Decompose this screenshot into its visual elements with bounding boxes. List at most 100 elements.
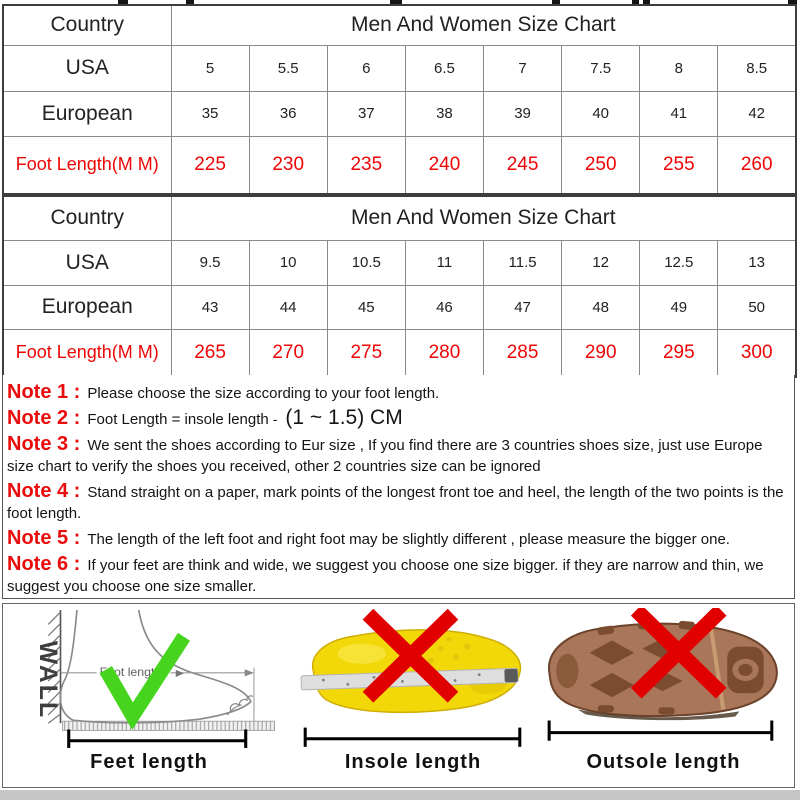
size-value-cell: 235: [326, 135, 406, 195]
size-table-row: USA 9.5 10 10.5 11 11.5 12 12.5 13: [2, 239, 797, 286]
note-text: We sent the shoes according to Eur size …: [7, 437, 763, 475]
size-value-cell: 10: [248, 239, 328, 286]
note-label: Note 2 :: [7, 407, 81, 429]
size-value-cell: 45: [326, 284, 406, 330]
insole-length-caption: Insole length: [344, 751, 482, 773]
size-value-cell: 8: [639, 44, 719, 92]
country-header-cell: Country: [2, 195, 172, 241]
size-value-cell: 12: [561, 239, 641, 286]
note-label: Note 4 :: [7, 480, 81, 502]
size-value-cell: 260: [717, 135, 797, 195]
wall-label: WALL: [34, 641, 61, 719]
size-table-row: Foot Length(M M) 225 230 235 240 245 250 255 260: [2, 135, 797, 195]
bottom-gray-band: [0, 790, 800, 800]
size-chart-table-2: Country Men And Women Size Chart USA 9.5 10 1…: [2, 195, 797, 378]
size-value-cell: 42: [717, 90, 797, 137]
size-value-cell: 225: [170, 135, 250, 195]
note-label: Note 6 :: [7, 553, 81, 575]
size-value-cell: 6: [326, 44, 406, 92]
size-value-cell: 280: [404, 328, 485, 378]
size-value-cell: 12.5: [639, 239, 719, 286]
size-value-cell: 5.5: [248, 44, 328, 92]
cross-icon: [630, 608, 727, 699]
note-text: Please choose the size according to your…: [87, 385, 440, 402]
foot-measure-illustration: WALL Foot length: [34, 609, 275, 748]
size-value-cell: 230: [248, 135, 328, 195]
size-value-cell: 48: [561, 284, 641, 330]
note-item-1: Note 1 : Please choose the size according…: [7, 380, 792, 404]
row-label-cell: European: [2, 284, 172, 330]
size-value-cell: 295: [639, 328, 719, 378]
size-table-row: European 43 44 45 46 47 48 49 50: [2, 284, 797, 330]
table-title-cell: Men And Women Size Chart: [170, 195, 797, 241]
size-chart-tables: Country Men And Women Size Chart USA 5 5.5 6 6…: [2, 4, 797, 378]
row-label-cell: USA: [2, 44, 172, 92]
note-label: Note 3 :: [7, 433, 81, 455]
size-value-cell: 8.5: [717, 44, 797, 92]
size-value-cell: 41: [639, 90, 719, 137]
size-value-cell: 245: [482, 135, 563, 195]
size-value-cell: 290: [561, 328, 641, 378]
size-value-cell: 240: [404, 135, 485, 195]
size-value-cell: 275: [326, 328, 406, 378]
note-item-5: Note 5 : The length of the left foot and …: [7, 526, 792, 550]
size-value-cell: 37: [326, 90, 406, 137]
insole-length-diagram: Insole length: [289, 608, 537, 774]
size-value-cell: 10.5: [326, 239, 406, 286]
size-value-cell: 7.5: [561, 44, 641, 92]
outsole-length-caption: Outsole length: [586, 751, 741, 773]
size-value-cell: 255: [639, 135, 719, 195]
note-item-3: Note 3 : We sent the shoes according to E…: [7, 432, 792, 477]
feet-length-caption: Feet length: [90, 751, 208, 773]
size-value-cell: 285: [482, 328, 563, 378]
note-item-6: Note 6 : If your feet are think and wide,…: [7, 552, 792, 597]
measuring-tape: [300, 667, 519, 691]
feet-length-measure-line: [67, 729, 248, 748]
size-value-cell: 6.5: [404, 44, 485, 92]
note-highlight-text: (1 ~ 1.5) CM: [285, 406, 403, 429]
size-table-row: Foot Length(M M) 265 270 275 280 285 290 295 300: [2, 328, 797, 378]
outsole-length-diagram: Outsole length: [537, 608, 790, 774]
size-value-cell: 40: [561, 90, 641, 137]
outsole-illustration: [547, 608, 778, 741]
size-value-cell: 7: [482, 44, 563, 92]
size-value-cell: 36: [248, 90, 328, 137]
note-item-4: Note 4 : Stand straight on a paper, mark …: [7, 479, 792, 524]
insole-illustration: [300, 608, 522, 747]
feet-length-diagram: WALL Foot length: [9, 608, 289, 774]
row-label-cell: USA: [2, 239, 172, 286]
size-value-cell: 43: [170, 284, 250, 330]
size-value-cell: 50: [717, 284, 797, 330]
note-item-2: Note 2 : Foot Length = insole length - (1 ~…: [7, 406, 792, 430]
size-value-cell: 38: [404, 90, 485, 137]
note-label: Note 1 :: [7, 381, 81, 403]
note-text: If your feet are think and wide, we sugg…: [7, 557, 764, 595]
table-title-cell: Men And Women Size Chart: [170, 4, 797, 46]
insole-length-measure-line: [303, 727, 522, 747]
size-value-cell: 35: [170, 90, 250, 137]
small-arrow-icon: [175, 669, 184, 677]
size-value-cell: 265: [170, 328, 250, 378]
size-table-row: European 35 36 37 38 39 40 41 42: [2, 90, 797, 137]
size-value-cell: 250: [561, 135, 641, 195]
size-value-cell: 300: [717, 328, 797, 378]
size-table-row: USA 5 5.5 6 6.5 7 7.5 8 8.5: [2, 44, 797, 92]
size-value-cell: 13: [717, 239, 797, 286]
size-chart-table-1: Country Men And Women Size Chart USA 5 5.5 6 6…: [2, 4, 797, 195]
check-mark-icon: [99, 632, 191, 730]
country-header-cell: Country: [2, 4, 172, 46]
size-value-cell: 46: [404, 284, 485, 330]
row-label-cell: European: [2, 90, 172, 137]
notes-section: Note 1 : Please choose the size according…: [2, 375, 795, 599]
note-text: Foot Length = insole length: [87, 411, 269, 428]
size-value-cell: 39: [482, 90, 563, 137]
size-value-cell: 11: [404, 239, 485, 286]
row-label-cell: Foot Length(M M): [2, 328, 172, 378]
outsole-length-measure-line: [547, 720, 774, 741]
size-value-cell: 47: [482, 284, 563, 330]
size-value-cell: 9.5: [170, 239, 250, 286]
size-value-cell: 11.5: [482, 239, 563, 286]
measurement-diagrams: WALL Foot length: [2, 603, 795, 788]
note-text: The length of the left foot and right fo…: [87, 531, 730, 548]
